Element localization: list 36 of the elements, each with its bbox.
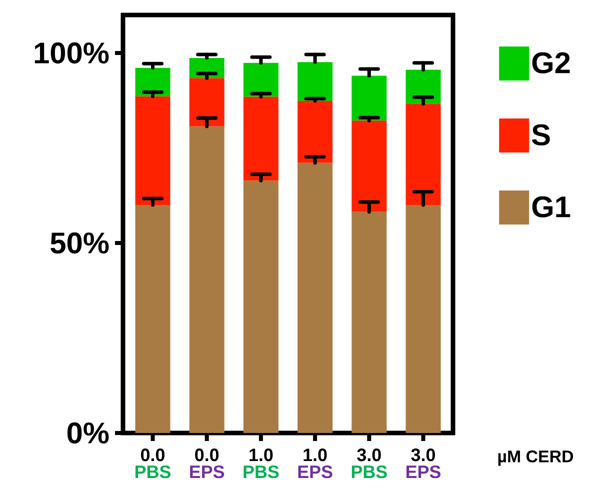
legend-label: G1 [532, 196, 570, 218]
bar [406, 204, 441, 433]
bar [352, 120, 387, 212]
text: EPS [298, 465, 332, 478]
bar [135, 204, 170, 433]
text: PBS [244, 465, 279, 478]
bar [243, 180, 278, 433]
bar [189, 126, 224, 433]
bar [135, 96, 170, 205]
text: EPS [190, 465, 224, 478]
bar [406, 104, 441, 205]
x-axis-title: µM CERD [498, 450, 574, 466]
x-tick-label: 0.0 [195, 448, 219, 462]
x-tick-label: 1.0 [250, 448, 273, 462]
x-tick-label: 0.0 [140, 448, 164, 462]
bar [352, 76, 387, 121]
text: PBS [136, 465, 170, 478]
bar [406, 70, 441, 104]
y-tick-label: 50% [50, 232, 109, 254]
bar [243, 96, 278, 181]
legend-label: G2 [532, 52, 570, 74]
y-tick-label: 0% [67, 422, 109, 444]
text: PBS [352, 465, 387, 478]
y-tick-label: 100% [34, 42, 109, 64]
bar [243, 62, 278, 97]
x-tick-label: 1.0 [304, 448, 327, 462]
bar [189, 78, 224, 126]
bar [298, 162, 333, 433]
text: EPS [406, 465, 440, 478]
bar [135, 68, 170, 96]
bar [298, 100, 333, 163]
x-tick-label: 3.0 [357, 448, 381, 462]
x-tick-label: 3.0 [411, 448, 435, 462]
legend-label: S [532, 124, 550, 146]
bar [352, 212, 387, 433]
bar [298, 62, 333, 101]
